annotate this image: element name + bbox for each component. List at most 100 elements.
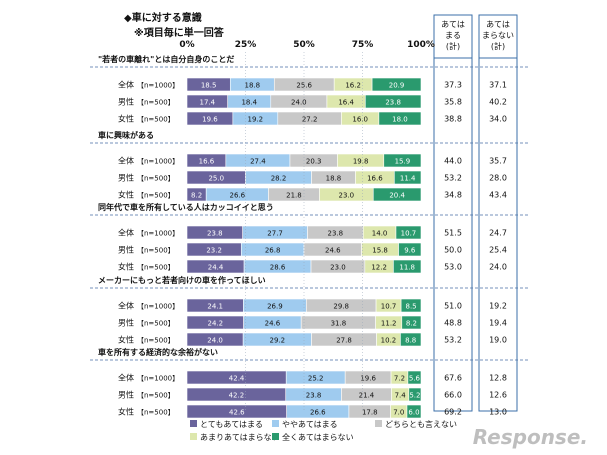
bar-value-label: 5.6 [409,375,421,383]
disagree-total: 35.7 [489,157,507,166]
legend-swatch [375,420,382,427]
agree-total: 53.2 [444,336,462,345]
bar-segment [401,315,422,330]
question-label: "若者の車離れ"とは自分自身のことだ [98,54,234,64]
bar-value-label: 12.2 [371,264,387,272]
bar-value-label: 14.0 [372,230,388,238]
row-label: 女性 [118,114,134,124]
agree-total: 48.8 [444,319,462,328]
bar-value-label: 26.8 [265,247,281,255]
bar-value-label: 23.0 [339,192,355,200]
bar-value-label: 23.2 [206,247,222,255]
legend-label: とてもあてはまる [200,420,263,429]
question-label: メーカーにもっと若者向けの車を作ってほしい [98,275,266,285]
question-label: 車を所有する経済的な余裕がない [98,347,218,357]
bar-value-label: 19.8 [353,158,369,166]
row-sample-size: 【n=500】 [137,392,175,400]
agree-total: 67.6 [444,374,462,383]
row-label: 全体 [118,301,134,311]
bar-value-label: 16.2 [345,82,361,90]
bar-value-label: 18.8 [244,82,260,90]
bar-value-label: 10.7 [381,303,397,311]
bar-value-label: 8.8 [405,337,416,345]
bar-segment [400,298,422,313]
bar-value-label: 19.6 [360,375,376,383]
bar-value-label: 42.2 [229,392,245,400]
bar-value-label: 19.2 [248,116,264,124]
bar-value-label: 16.4 [338,99,354,107]
bar-value-label: 24.4 [208,264,224,272]
row-label: 男性 [118,97,134,107]
disagree-column-box [478,14,518,412]
row-label: 女性 [118,407,134,417]
agree-total: 38.8 [444,115,462,124]
legend-swatch [272,433,279,440]
bar-value-label: 27.4 [250,158,266,166]
chart-subtitle: ※項目毎に単一回答 [134,28,224,39]
disagree-total: 40.2 [489,98,507,107]
legend-swatch [190,433,197,440]
disagree-total: 24.0 [489,263,507,272]
row-label: 男性 [118,245,134,255]
bar-value-label: 11.2 [381,320,397,328]
legend-label: あまりあてはまらない [200,433,280,442]
disagree-total: 25.4 [489,246,507,255]
x-tick-label: 0% [179,40,194,50]
row-sample-size: 【n=500】 [137,116,175,124]
bar-value-label: 10.7 [401,230,417,238]
bar-value-label: 7.0 [393,409,404,417]
row-label: 男性 [118,318,134,328]
bar-value-label: 24.2 [208,320,224,328]
bar-value-label: 24.1 [207,303,223,311]
bar-value-label: 23.8 [207,230,223,238]
bar-segment [407,370,422,385]
disagree-total: 12.6 [489,391,507,400]
disagree-total: 43.4 [489,191,507,200]
row-label: 全体 [118,373,134,383]
row-sample-size: 【n=1000】 [137,303,179,311]
bar-segment [406,404,422,419]
bar-value-label: 42.6 [229,409,245,417]
bar-value-label: 27.8 [336,337,352,345]
row-label: 女性 [118,190,134,200]
bar-segment [398,242,422,257]
legend-swatch [272,420,279,427]
disagree-total: 24.7 [489,229,507,238]
agree-total: 69.2 [444,408,462,417]
bar-value-label: 24.0 [291,99,307,107]
row-label: 男性 [118,390,134,400]
bar-segment [394,170,422,185]
disagree-total: 28.0 [489,174,507,183]
bar-value-label: 25.2 [308,375,324,383]
bar-value-label: 26.9 [267,303,283,311]
bar-segment [372,187,422,202]
bar-value-label: 42.4 [229,375,245,383]
bar-value-label: 18.0 [392,116,408,124]
bar-value-label: 6.0 [408,409,419,417]
disagree-total: 37.1 [489,81,507,90]
agree-total: 51.5 [444,229,462,238]
question-label: 同年代で車を所有している人はカッコイイと思う [98,202,274,212]
row-label: 全体 [118,156,134,166]
legend-label: 全くあてはまらない [282,432,354,442]
row-sample-size: 【n=1000】 [137,375,179,383]
bar-value-label: 31.8 [331,320,347,328]
x-tick-label: 100% [407,40,435,50]
disagree-header-line: まらない [482,31,514,40]
bar-value-label: 28.6 [270,264,286,272]
bar-value-label: 8.2 [406,320,417,328]
bar-value-label: 15.8 [372,247,388,255]
agree-total: 53.2 [444,174,462,183]
row-label: 女性 [118,262,134,272]
bar-value-label: 16.6 [367,175,383,183]
disagree-header-line: あては [486,20,510,29]
bar-value-label: 17.4 [200,99,216,107]
bar-value-label: 5.2 [409,392,420,400]
agree-total: 34.8 [444,191,462,200]
bar-segment [383,153,422,168]
bar-value-label: 7.2 [394,375,405,383]
bar-value-label: 18.8 [326,175,342,183]
agree-column-box [433,14,473,412]
bar-value-label: 23.0 [330,264,346,272]
